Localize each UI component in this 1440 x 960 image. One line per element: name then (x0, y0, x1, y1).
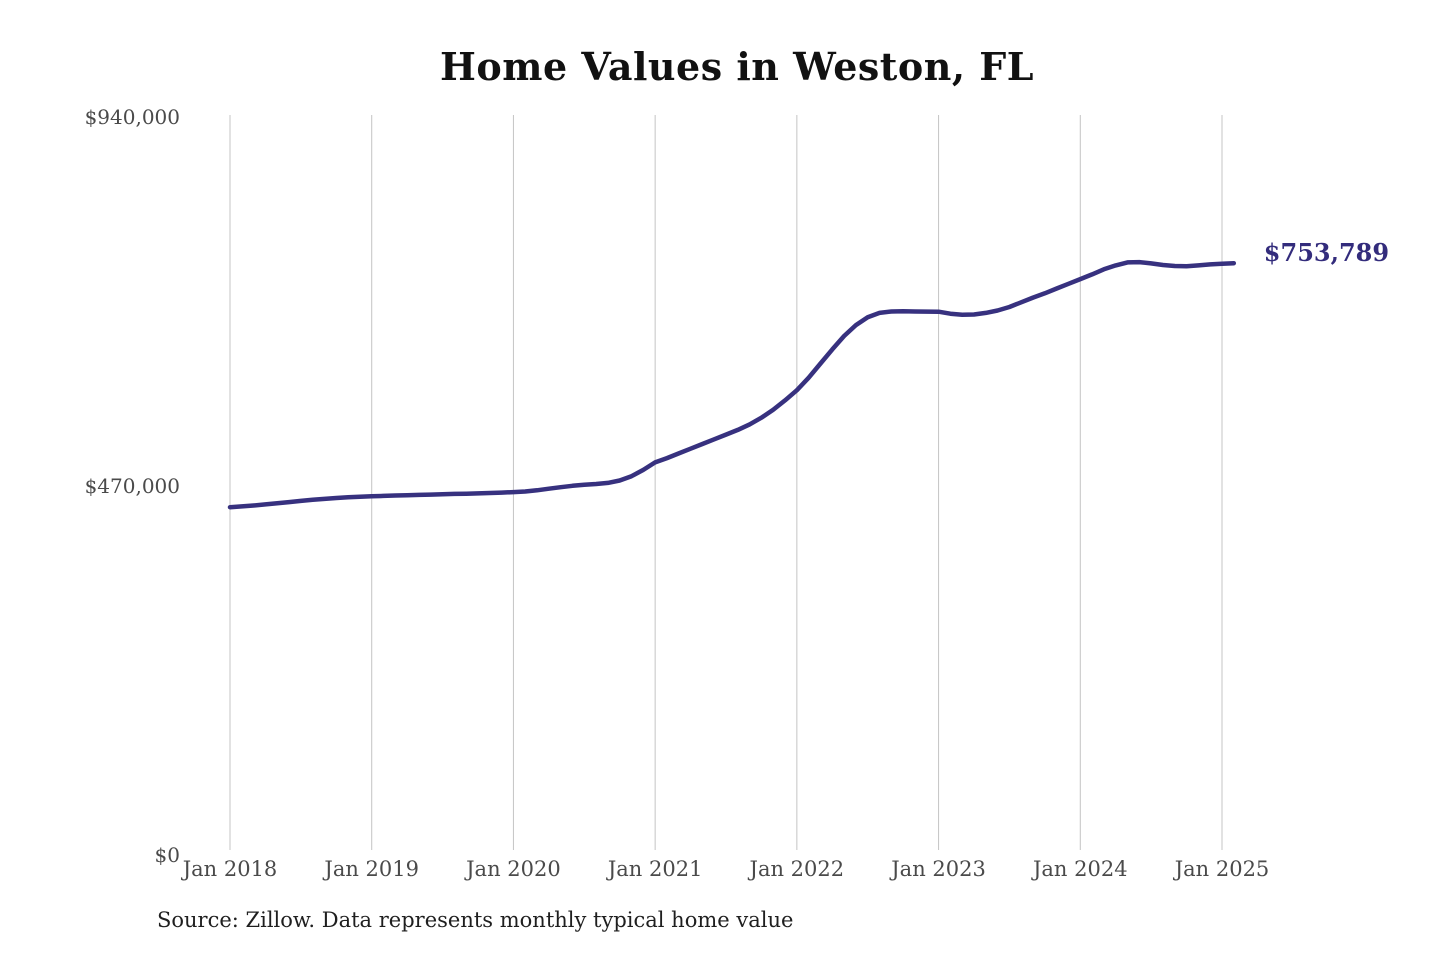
x-axis-label: Jan 2019 (324, 857, 419, 881)
x-axis-label: Jan 2020 (466, 857, 561, 881)
x-axis-label: Jan 2021 (607, 857, 703, 881)
x-axis-label: Jan 2018 (182, 857, 278, 881)
x-axis-label: Jan 2025 (1174, 857, 1270, 881)
y-axis-label: $940,000 (84, 105, 180, 129)
chart-title: Home Values in Weston, FL (440, 44, 1034, 89)
x-axis-label: Jan 2022 (749, 857, 845, 881)
y-axis-label: $470,000 (84, 474, 180, 498)
home-value-line (227, 259, 1237, 510)
x-axis-label: Jan 2023 (891, 857, 986, 881)
y-axis-label: $0 (154, 843, 180, 867)
x-axis-label: Jan 2024 (1032, 857, 1128, 881)
latest-value-label: $753,789 (1263, 238, 1390, 268)
source-note: Source: Zillow. Data represents monthly … (157, 908, 794, 932)
